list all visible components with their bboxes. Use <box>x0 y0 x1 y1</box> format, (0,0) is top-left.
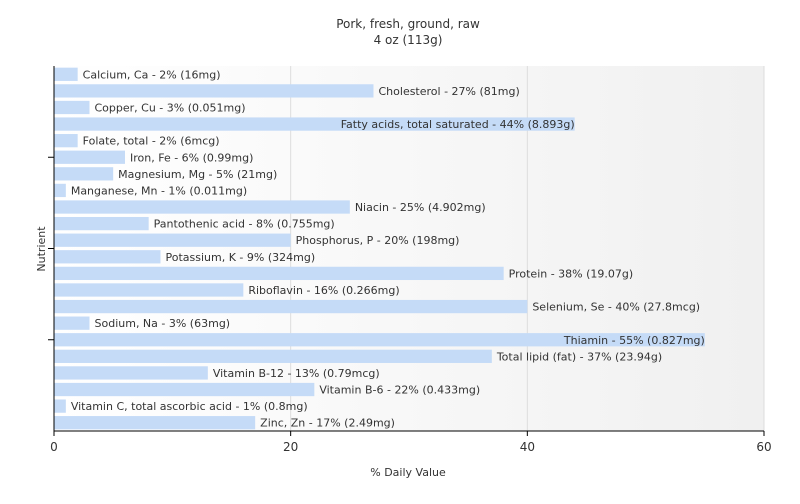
bar <box>54 67 78 81</box>
bar-label: Copper, Cu - 3% (0.051mg) <box>95 101 246 114</box>
bar <box>54 399 66 413</box>
bar-label: Magnesium, Mg - 5% (21mg) <box>118 168 277 181</box>
bar <box>54 382 315 397</box>
bar-labels-group: Calcium, Ca - 2% (16mg) Cholesterol - 27%… <box>71 68 705 429</box>
bar-label: Vitamin B-12 - 13% (0.79mcg) <box>213 367 380 380</box>
bar <box>54 250 161 264</box>
bar-label: Manganese, Mn - 1% (0.011mg) <box>71 184 247 197</box>
bar <box>54 84 374 98</box>
y-axis-ticks <box>48 156 54 341</box>
bar-label: Niacin - 25% (4.902mg) <box>355 201 486 214</box>
bar <box>54 316 90 330</box>
bar-label: Potassium, K - 9% (324mg) <box>166 251 316 264</box>
bar-label: Vitamin B-6 - 22% (0.433mg) <box>319 384 480 397</box>
bar <box>54 216 149 231</box>
x-axis-label: % Daily Value <box>370 466 446 479</box>
bar-label: Iron, Fe - 6% (0.99mg) <box>130 151 253 164</box>
x-axis-ticks: 0 20 40 60 <box>50 431 772 454</box>
bar-label: Protein - 38% (19.07g) <box>509 267 634 280</box>
bar <box>54 333 705 347</box>
bar <box>54 416 256 430</box>
bar-label: Sodium, Na - 3% (63mg) <box>95 317 231 330</box>
bar-label: Selenium, Se - 40% (27.8mcg) <box>532 301 700 314</box>
x-tick-label: 40 <box>520 440 535 454</box>
bar <box>54 200 350 214</box>
x-tick-label: 20 <box>283 440 298 454</box>
bar-label: Fatty acids, total saturated - 44% (8.89… <box>341 118 575 131</box>
bar <box>54 349 492 363</box>
bar-label: Vitamin C, total ascorbic acid - 1% (0.8… <box>71 400 308 413</box>
bar <box>54 150 125 164</box>
bar <box>54 366 208 380</box>
bar <box>54 167 114 181</box>
x-tick-label: 0 <box>50 440 58 454</box>
bar-label: Pantothenic acid - 8% (0.755mg) <box>154 218 335 231</box>
bar-label: Phosphorus, P - 20% (198mg) <box>296 234 460 247</box>
bar-label: Thiamin - 55% (0.827mg) <box>563 334 705 347</box>
chart-subtitle: 4 oz (113g) <box>374 33 443 47</box>
bar-label: Total lipid (fat) - 37% (23.94g) <box>496 350 662 363</box>
y-axis-label: Nutrient <box>35 226 48 272</box>
bar <box>54 283 244 297</box>
bar-label: Riboflavin - 16% (0.266mg) <box>248 284 399 297</box>
bar-label: Zinc, Zn - 17% (2.49mg) <box>260 417 395 430</box>
bar-label: Folate, total - 2% (6mcg) <box>83 135 220 148</box>
bar <box>54 100 90 115</box>
x-tick-label: 60 <box>756 440 771 454</box>
bar <box>54 266 504 281</box>
bar-label: Calcium, Ca - 2% (16mg) <box>83 68 221 81</box>
bar <box>54 183 66 198</box>
bar <box>54 233 291 247</box>
bar <box>54 117 575 131</box>
bar <box>54 299 528 314</box>
bars-group <box>54 67 705 430</box>
chart-title: Pork, fresh, ground, raw <box>336 17 480 31</box>
bar <box>54 134 78 148</box>
bar-label: Cholesterol - 27% (81mg) <box>379 85 520 98</box>
